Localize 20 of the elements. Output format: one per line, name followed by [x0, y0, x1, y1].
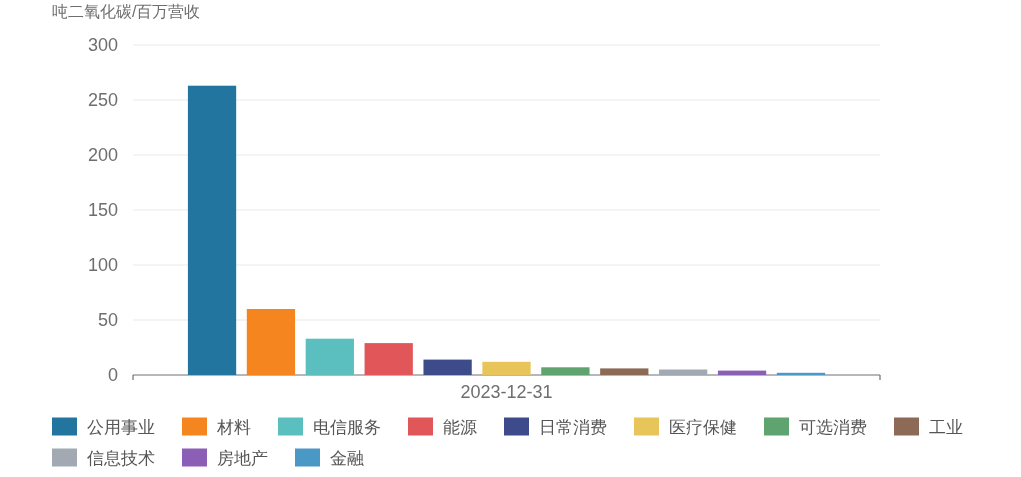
- legend-label: 能源: [443, 417, 477, 437]
- legend-label: 房地产: [217, 448, 268, 468]
- legend-label: 可选消费: [799, 417, 867, 437]
- y-tick-label: 250: [87, 90, 118, 110]
- y-tick-label: 0: [107, 365, 118, 385]
- legend-label: 信息技术: [87, 448, 155, 468]
- y-tick-label: 150: [87, 200, 118, 220]
- legend-label: 金融: [330, 448, 364, 468]
- legend-label: 公用事业: [87, 417, 155, 437]
- x-tick-label: 2023-12-31: [460, 382, 553, 402]
- y-tick-label: 200: [87, 145, 118, 165]
- y-tick-label: 300: [87, 35, 118, 55]
- legend-label: 医疗保健: [669, 417, 737, 437]
- legend-label: 电信服务: [313, 417, 381, 437]
- y-axis-title: 吨二氧化碳/百万营收: [52, 3, 201, 20]
- y-tick-label: 50: [97, 310, 118, 330]
- legend-label: 工业: [929, 417, 963, 437]
- y-tick-label: 100: [87, 255, 118, 275]
- legend-label: 材料: [216, 417, 251, 437]
- legend-label: 日常消费: [539, 417, 607, 437]
